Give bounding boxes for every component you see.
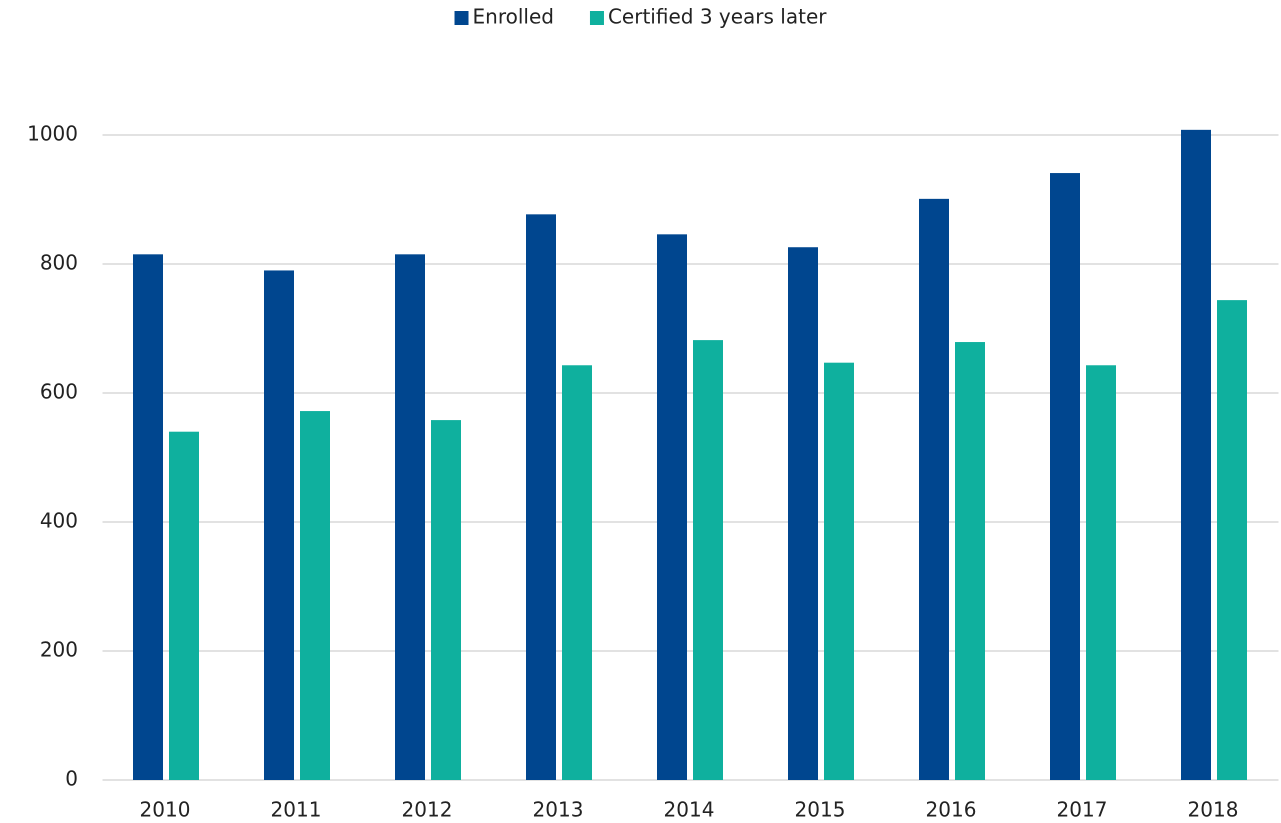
bar [395, 254, 425, 780]
y-tick-label: 800 [40, 251, 78, 275]
bar [562, 365, 592, 780]
bar [824, 362, 854, 780]
legend-swatch [454, 11, 469, 25]
x-tick-label: 2013 [533, 798, 584, 822]
x-tick-label: 2018 [1188, 798, 1239, 822]
y-tick-label: 400 [40, 509, 78, 533]
bar [431, 420, 461, 780]
bar [919, 198, 949, 781]
bar [1181, 129, 1211, 781]
y-tick-label: 1000 [27, 122, 78, 146]
bar [300, 411, 330, 780]
bar [1086, 365, 1116, 780]
bar [526, 214, 556, 780]
x-tick-label: 2010 [140, 798, 191, 822]
legend-label: Certified 3 years later [608, 5, 827, 29]
x-tick-label: 2017 [1057, 798, 1108, 822]
x-tick-label: 2011 [271, 798, 322, 822]
bar [169, 431, 199, 780]
bar [955, 342, 985, 780]
bar [657, 234, 687, 780]
x-tick-label: 2016 [926, 798, 977, 822]
y-tick-label: 600 [40, 380, 78, 404]
x-tick-label: 2012 [402, 798, 453, 822]
bar [133, 254, 163, 780]
x-tick-label: 2015 [795, 798, 846, 822]
legend-swatch [589, 11, 604, 25]
legend-label: Enrolled [473, 5, 554, 29]
bar [1050, 173, 1080, 780]
y-tick-label: 0 [65, 767, 78, 791]
bar [264, 270, 294, 780]
bar [693, 340, 723, 780]
bar [1217, 300, 1247, 780]
x-tick-label: 2014 [664, 798, 715, 822]
bar [788, 247, 818, 781]
y-tick-label: 200 [40, 638, 78, 662]
